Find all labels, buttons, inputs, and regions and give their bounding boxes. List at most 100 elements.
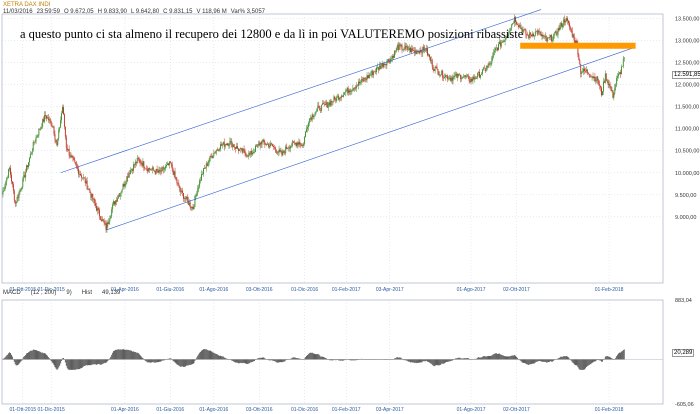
candle-down: [528, 35, 530, 38]
candle-up: [466, 75, 468, 77]
candle-down: [428, 54, 430, 58]
macd-hist-bar: [191, 359, 193, 365]
candle-up: [376, 67, 377, 73]
candle-up: [566, 18, 567, 21]
macd-hist-bar: [132, 351, 134, 360]
candle-up: [529, 32, 531, 38]
candle-up: [482, 67, 484, 70]
date-tick-label: 01-Dic-2016: [291, 287, 318, 293]
candle-up: [455, 73, 457, 76]
candle-up: [280, 151, 282, 153]
candle-down: [410, 47, 411, 53]
macd-hist-bar: [220, 356, 222, 360]
candle-up: [209, 156, 211, 161]
candle-up: [242, 149, 244, 153]
macd-hist-bar: [314, 353, 316, 360]
candle-up: [36, 136, 38, 138]
candle-down: [69, 155, 71, 157]
macd-hist-bar: [403, 359, 405, 361]
candle-up: [261, 140, 263, 145]
macd-hist-bar: [265, 358, 267, 360]
candle-up: [552, 35, 554, 40]
candle-down: [260, 142, 262, 145]
macd-hist-bar: [281, 359, 283, 363]
candle-up: [465, 76, 467, 77]
macd-hist-bar: [313, 353, 315, 360]
macd-hist-bar: [36, 350, 38, 360]
candle-down: [284, 152, 286, 154]
candle-down: [357, 85, 359, 87]
candle-up: [541, 35, 543, 37]
candle-down: [84, 178, 86, 184]
candle-down: [310, 117, 312, 120]
candle-down: [394, 50, 396, 52]
date-tick-label: 01-Feb-2017: [332, 407, 361, 413]
candle-down: [335, 98, 337, 101]
macd-hist-bar: [211, 351, 213, 360]
candle-down: [542, 35, 544, 37]
candle-up: [470, 78, 472, 82]
candle-up: [41, 127, 43, 128]
candle-down: [341, 95, 343, 97]
candle-up: [404, 45, 406, 50]
macd-hist-bar: [591, 359, 593, 363]
ohlc-readout: 11/03/2016 23:59:59 O 9.672,05 H 9.833,90 L …: [3, 9, 269, 15]
macd-hist-bar: [440, 359, 442, 365]
macd-hist-bar: [130, 350, 132, 360]
macd-hist-bar: [454, 358, 456, 360]
macd-hist-bar: [40, 352, 42, 360]
candle-up: [181, 190, 183, 193]
price-tick-label: 12.000,00: [675, 83, 699, 89]
candle-up: [7, 177, 9, 179]
candle-down: [172, 169, 174, 175]
candle-up: [122, 184, 124, 190]
candle-up: [616, 78, 618, 85]
candle-up: [115, 200, 116, 205]
macd-hist-bar: [533, 359, 535, 364]
candle-up: [342, 94, 344, 97]
candle-up: [28, 162, 29, 168]
candle-down: [86, 180, 88, 190]
macd-hist-bar: [502, 355, 504, 360]
candle-down: [237, 146, 238, 149]
candle-up: [356, 85, 358, 89]
candle-up: [557, 28, 559, 35]
date-tick-label: 01-Dic-2016: [291, 407, 318, 413]
macd-hist-bar: [80, 359, 81, 369]
candle-up: [400, 44, 402, 46]
candle-up: [445, 75, 446, 78]
candle-down: [43, 119, 45, 122]
date-tick-label: 01-Ago-2017: [457, 407, 486, 413]
candle-down: [98, 209, 100, 217]
candle-down: [263, 139, 265, 143]
candle-up: [461, 78, 463, 80]
candle-up: [165, 166, 167, 169]
candle-down: [245, 153, 247, 157]
macd-hist-bar: [587, 359, 589, 366]
candle-up: [615, 84, 617, 88]
candle-up: [195, 194, 197, 197]
macd-hist-bar: [254, 359, 255, 362]
macd-hist-bar: [107, 359, 109, 361]
candle-up: [136, 158, 138, 164]
candle-up: [197, 188, 199, 194]
macd-hist-bar: [237, 359, 238, 363]
candle-up: [212, 156, 214, 158]
macd-hist-bar: [216, 354, 218, 360]
macd-hist-bar: [572, 359, 574, 363]
macd-hist-bar: [607, 356, 609, 360]
candle-down: [154, 171, 156, 174]
main-frame: [1, 13, 664, 284]
candle-up: [619, 72, 620, 74]
candle-down: [413, 50, 415, 53]
candle-up: [6, 178, 8, 182]
macd-hist-bar: [318, 354, 320, 360]
candle-down: [600, 85, 602, 88]
macd-hist-bar: [164, 359, 166, 361]
candle-up: [282, 151, 284, 156]
candle-down: [299, 141, 301, 145]
macd-hist-bar: [349, 359, 351, 361]
macd-hist-bar: [589, 359, 591, 365]
candle-up: [219, 149, 220, 151]
macd-hist-bar: [562, 356, 564, 360]
